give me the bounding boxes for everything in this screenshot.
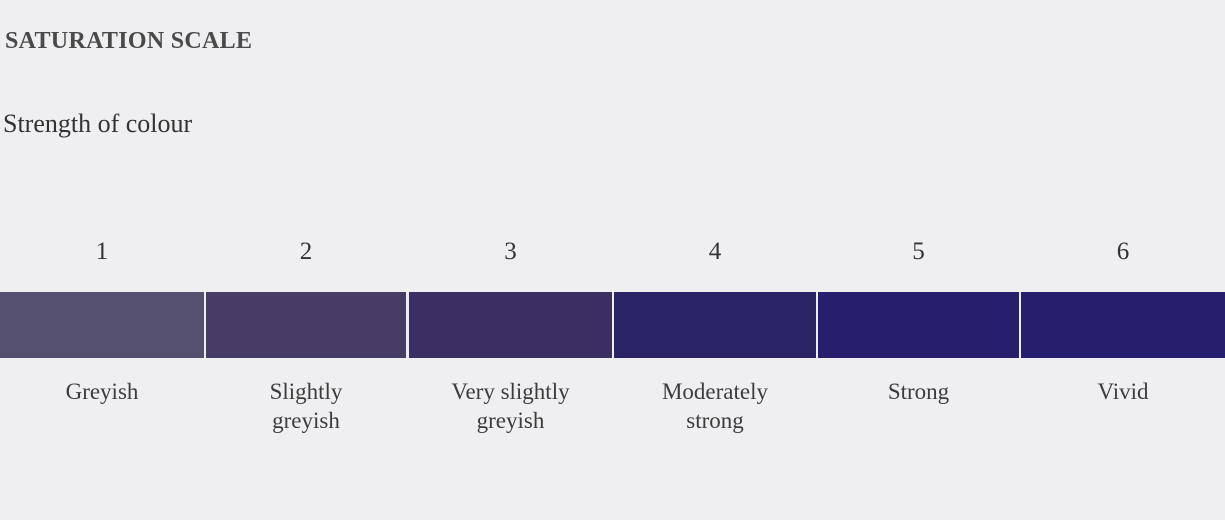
scale-number: 4	[708, 238, 722, 265]
scale-number: 6	[1116, 238, 1130, 265]
scale-step-3: 3 Very slightly greyish	[409, 0, 612, 520]
scale-step-5: 5 Strong	[818, 0, 1019, 520]
page-subtitle: Strength of colour	[3, 109, 193, 138]
scale-swatch	[818, 292, 1019, 358]
scale-label: Moderately strong	[661, 379, 768, 433]
scale-label: Strong	[887, 379, 950, 404]
scale-label: Greyish	[65, 379, 139, 404]
scale-swatch	[409, 292, 612, 358]
scale-label: Slightly greyish	[269, 379, 343, 433]
scale-swatch	[206, 292, 406, 358]
scale-label: Very slightly greyish	[451, 379, 570, 433]
scale-swatch	[614, 292, 816, 358]
scale-label: Vivid	[1097, 379, 1149, 404]
scale-step-4: 4 Moderately strong	[614, 0, 816, 520]
scale-number: 1	[95, 238, 109, 265]
scale-step-2: 2 Slightly greyish	[206, 0, 406, 520]
page-title: SATURATION SCALE	[5, 28, 253, 54]
scale-swatch	[0, 292, 204, 358]
scale-step-6: 6 Vivid	[1021, 0, 1225, 520]
scale-number: 2	[299, 238, 313, 265]
scale-step-1: 1 Greyish	[0, 0, 204, 520]
scale-number: 5	[912, 238, 925, 265]
scale-swatch	[1021, 292, 1225, 358]
scale-number: 3	[504, 238, 517, 265]
